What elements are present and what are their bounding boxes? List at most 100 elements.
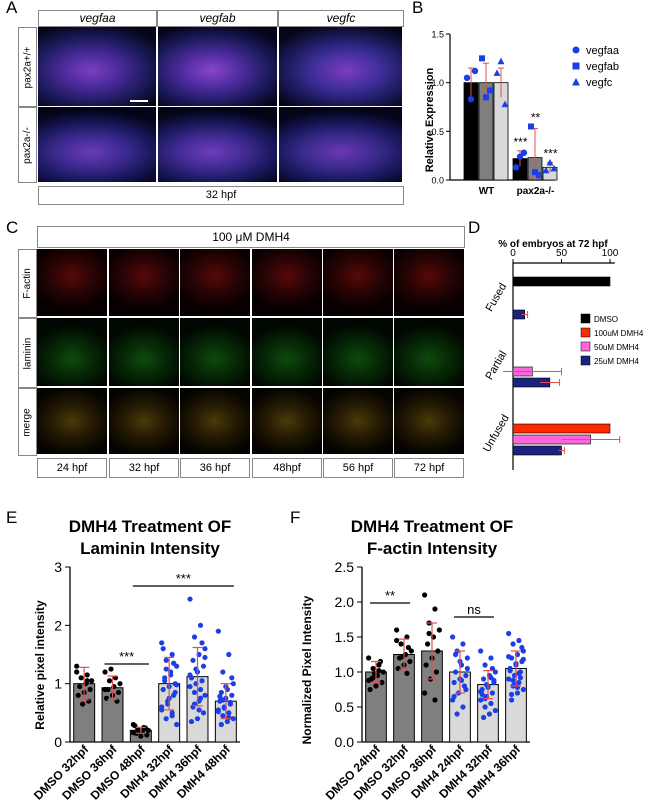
point-dmh4-48hpf (230, 681, 236, 687)
image-laminin-4 (323, 318, 393, 386)
significance-label-E: *** (176, 571, 191, 586)
point-dmh4-36hpf (506, 654, 512, 660)
title-e-line1: DMH4 Treatment OF (69, 517, 231, 536)
point-dmso-36hpf (423, 662, 429, 668)
y-tick-label-b: 0.0 (431, 176, 444, 186)
point-dmh4-32hpf (482, 662, 488, 668)
point-dmh4-32hpf (160, 686, 166, 693)
point-dmh4-48hpf (227, 699, 233, 705)
point-dmh4-32hpf (159, 707, 165, 713)
point-dmh4-48hpf (218, 689, 224, 696)
image-mutant-vegfaa (38, 107, 156, 182)
point-dmh4-36hpf (190, 657, 196, 663)
point-dmh4-36hpf (520, 686, 526, 693)
point-vegfaa (467, 96, 475, 103)
point-dmso-36hpf (102, 686, 108, 693)
category-label-partial: Partial (483, 349, 509, 382)
point-dmso-24hpf (379, 679, 385, 686)
scale-bar (130, 100, 148, 102)
image-laminin-2 (180, 318, 250, 386)
point-dmh4-24hpf (454, 711, 460, 717)
point-dmso-32hpf (89, 678, 95, 684)
legend-label-vegfab: vegfab (586, 61, 619, 73)
point-vegfc (493, 69, 501, 76)
point-dmso-32hpf (398, 641, 404, 647)
point-dmso-32hpf (405, 644, 412, 651)
title-d: % of embryos at 72 hpf (498, 239, 608, 250)
ylabel-b: Relative Expression (424, 67, 436, 172)
point-dmh4-32hpf (174, 721, 180, 728)
point-dmh4-48hpf (220, 713, 226, 719)
point-dmso-32hpf (74, 669, 80, 675)
legend-marker-vegfab (572, 62, 580, 70)
row-header-wt: pax2a+/+ (18, 27, 37, 107)
timepoint-label-24-hpf: 24 hpf (37, 458, 107, 478)
point-dmso-36hpf (103, 695, 110, 701)
image-mutant-vegfab (158, 107, 277, 182)
point-dmh4-32hpf (488, 675, 494, 681)
chart-e: DMH4 Treatment OF Laminin Intensity Rela… (31, 517, 240, 801)
y-tick-label-E: 1 (54, 676, 62, 692)
column-header-vegfab: vegfab (157, 10, 278, 27)
point-vegfab (536, 172, 542, 179)
significance-b: *** (543, 146, 557, 160)
point-dmh4-36hpf (517, 675, 524, 681)
point-dmh4-32hpf (492, 707, 498, 714)
chart-b: Relative Expression 0.0 0.5 1.0 1.5 WT pax2a-… (424, 30, 620, 198)
point-dmh4-32hpf (478, 689, 484, 695)
point-dmh4-32hpf (489, 690, 496, 696)
significance-label-F: ns (467, 602, 481, 617)
image-merge-0 (37, 388, 107, 454)
point-dmh4-32hpf (489, 665, 496, 672)
legend-marker-vegfc (572, 78, 580, 86)
legend-swatch-100um-dmh4 (580, 327, 591, 338)
point-vegfab (479, 55, 485, 62)
point-dmso-32hpf (84, 678, 90, 684)
point-vegfaa (512, 164, 520, 171)
bar-25um-dmh4-unfused (512, 445, 562, 456)
point-dmso-32hpf (86, 698, 92, 704)
point-dmh4-36hpf (187, 672, 193, 678)
title-f-line2: F-actin Intensity (367, 539, 498, 558)
chart-b-plot: 0.00.51.01.5WT pax2a-/-********vegfaavegf… (431, 30, 619, 198)
point-dmh4-24hpf (452, 669, 459, 675)
bar-dmso-fused (512, 276, 611, 287)
point-dmh4-32hpf (174, 682, 180, 688)
title-e-line2: Laminin Intensity (80, 539, 220, 558)
point-dmh4-32hpf (172, 689, 178, 696)
point-dmso-32hpf (74, 663, 80, 669)
timepoint-label-56-hpf: 56 hpf (323, 458, 393, 478)
point-vegfaa (520, 149, 528, 156)
y-tick-label-F: 1.0 (335, 664, 355, 680)
timepoint-label-72-hpf: 72 hpf (394, 458, 464, 478)
legend-swatch-50um-dmh4 (580, 341, 591, 352)
point-dmso-48hpf (130, 730, 136, 736)
point-dmso-36hpf (432, 697, 438, 703)
y-tick-label-b: 0.5 (431, 127, 444, 137)
point-dmh4-36hpf (199, 640, 205, 646)
panel-label-a: A (6, 0, 18, 17)
point-dmso-24hpf (373, 683, 379, 689)
point-dmso-36hpf (117, 681, 123, 687)
point-vegfab (528, 123, 534, 130)
point-dmh4-36hpf (510, 641, 516, 647)
point-dmh4-36hpf (200, 710, 207, 716)
point-dmso-32hpf (77, 683, 83, 690)
panel-label-b: B (412, 0, 424, 17)
image-laminin-5 (394, 318, 464, 386)
chart-d-plot: 0 50 100 Fused Partial Unfused DMSO 100uM DMH4 5… (481, 248, 644, 470)
point-vegfc (542, 166, 550, 174)
point-dmso-24hpf (370, 675, 376, 681)
x-tick-label-d: 100 (602, 248, 619, 259)
ylabel-e: Relative pixel intensity (33, 600, 47, 730)
significance-b: *** (513, 135, 527, 149)
significance-label-F: ** (385, 588, 395, 603)
point-dmh4-48hpf (226, 710, 232, 716)
legend-label-vegfaa: vegfaa (586, 45, 620, 57)
image-merge-5 (394, 388, 464, 454)
x-tick-label-d: 0 (510, 248, 516, 259)
point-dmh4-36hpf (197, 686, 204, 693)
point-dmso-32hpf (404, 634, 410, 640)
y-tick-label-F: 0.5 (335, 699, 355, 715)
point-dmh4-36hpf (187, 596, 193, 602)
